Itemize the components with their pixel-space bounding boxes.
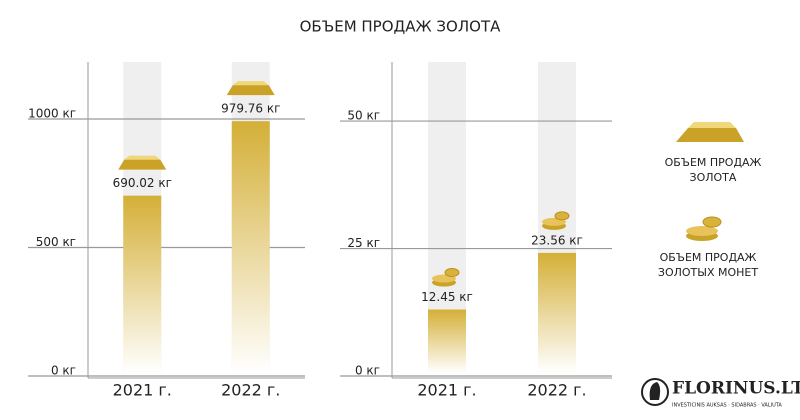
bar-icon — [226, 85, 275, 96]
y-tick-label: 0 кг — [355, 364, 380, 378]
data-label: 23.56 кг — [531, 233, 583, 247]
data-label: 690.02 кг — [113, 176, 172, 190]
bar-icon — [124, 155, 161, 160]
x-tick-label: 2022 г. — [221, 381, 280, 400]
logo-tagline: INVESTICINIS AUKSAS · SIDABRAS · VALIUTA — [672, 403, 782, 409]
y-tick-label: 0 кг — [51, 364, 76, 378]
x-tick-label: 2022 г. — [527, 381, 586, 400]
bar — [231, 121, 270, 373]
legend-entry: ОБЪЕМ ПРОДАЖ ЗОЛОТА — [664, 156, 762, 184]
y-tick-label: 500 кг — [36, 235, 76, 249]
x-tick-label: 2021 г. — [417, 381, 476, 400]
x-tick-label: 2021 г. — [113, 381, 172, 400]
bar-icon — [232, 81, 269, 86]
bar — [538, 252, 576, 373]
legend-bar-icon — [676, 122, 744, 142]
chart-title: ОБЪЕМ ПРОДАЖ ЗОЛОТА — [300, 18, 501, 36]
y-tick-label: 50 кг — [347, 109, 380, 123]
y-tick-label: 1000 кг — [28, 106, 76, 120]
legend-coin-icon — [686, 216, 722, 241]
logo: FLORINUS.LT INVESTICINIS AUKSAS · SIDABR… — [641, 378, 800, 409]
data-label: 979.76 кг — [221, 102, 280, 116]
coin-icon — [444, 268, 460, 278]
bar — [428, 309, 466, 373]
bar — [123, 195, 162, 373]
bar-icon — [118, 159, 167, 170]
coin-icon — [554, 211, 570, 221]
y-tick-label: 25 кг — [347, 236, 380, 250]
logo-name: FLORINUS.LT — [672, 379, 800, 399]
data-label: 12.45 кг — [421, 290, 473, 304]
legend-entry: ОБЪЕМ ПРОДАЖ ЗОЛОТЫХ МОНЕТ — [657, 251, 759, 279]
